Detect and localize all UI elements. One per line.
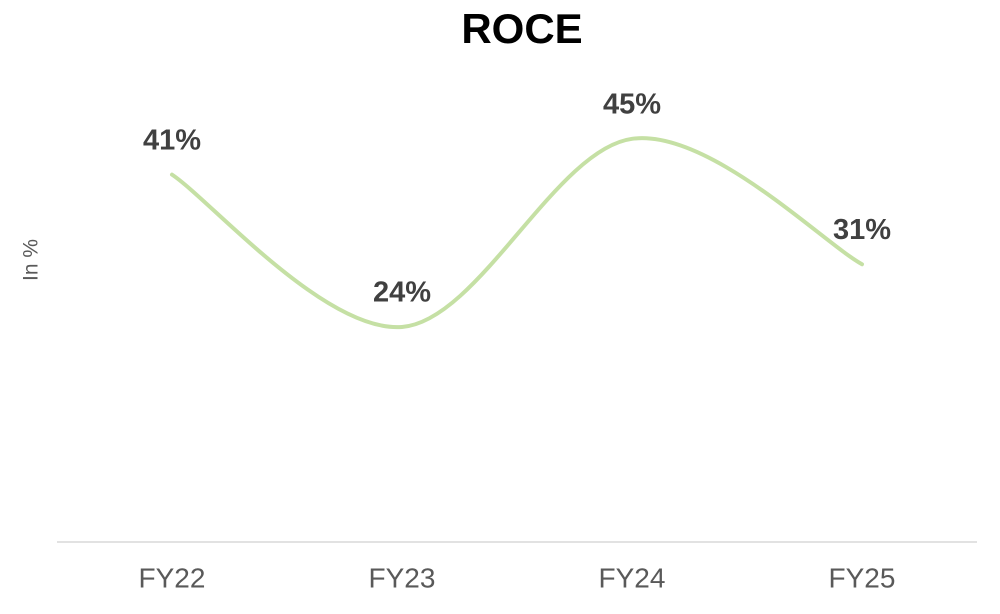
data-label: 41% bbox=[143, 124, 201, 156]
x-tick-label: FY24 bbox=[599, 562, 666, 593]
x-tick-label: FY25 bbox=[829, 562, 896, 593]
x-tick-label: FY22 bbox=[139, 562, 206, 593]
data-label: 45% bbox=[603, 88, 661, 120]
line bbox=[170, 136, 864, 329]
data-label: 31% bbox=[833, 214, 891, 246]
data-label: 24% bbox=[373, 277, 431, 309]
y-axis-label: In % bbox=[20, 239, 43, 281]
x-tick-label: FY23 bbox=[369, 562, 436, 593]
chart-title: ROCE bbox=[461, 5, 582, 52]
